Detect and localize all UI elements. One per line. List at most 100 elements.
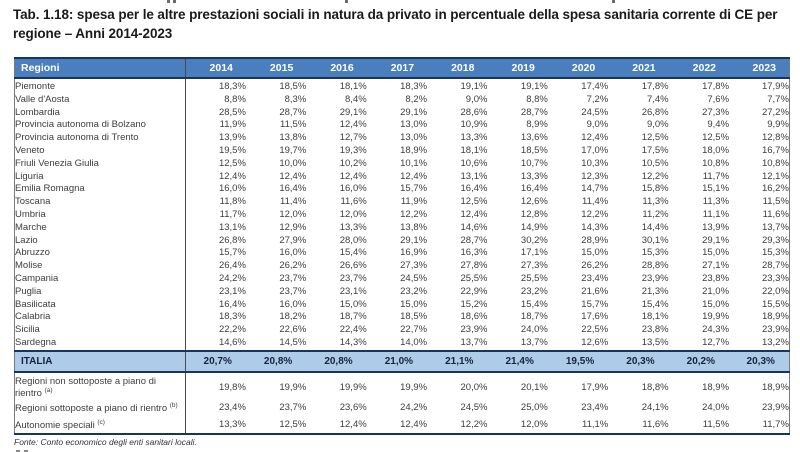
value-cell: 23,2% (520, 285, 548, 297)
value-cell: 11,4% (582, 196, 609, 208)
table-header: Regioni 2014 2015 2016 2017 2018 2019 2020 2021… (14, 57, 790, 79)
value-cell: 7,7% (767, 93, 789, 105)
summary-value-cell: 23,9% (761, 402, 789, 414)
value-cell: 16,0% (184, 183, 246, 197)
summary-value-cell: 12,2% (427, 416, 488, 436)
value-cell: 22,4% (339, 324, 367, 336)
value-cell: 18,1% (460, 144, 488, 156)
value-cell: 11,9% (400, 196, 428, 208)
value-cell: 12,4% (460, 208, 488, 220)
summary-value-cell: 23,4% (581, 402, 609, 414)
value-cell: 22,7% (400, 324, 428, 336)
value-cell: 22,6% (279, 324, 307, 336)
value-cell: 17,0% (581, 144, 609, 156)
value-cell: 14,6% (460, 221, 488, 233)
value-cell: 13,8% (400, 221, 428, 233)
value-cell: 17,6% (581, 311, 609, 323)
value-cell: 27,3% (400, 260, 428, 272)
value-cell: 12,2% (400, 208, 428, 220)
value-cell: 14,5% (279, 336, 307, 348)
value-cell: 11,5% (762, 196, 789, 208)
value-cell: 12,2% (581, 208, 609, 220)
value-cell: 15,1% (702, 183, 730, 195)
value-cell: 13,7% (460, 336, 488, 348)
region-name-cell: Liguria (15, 170, 44, 182)
value-cell: 22,0% (761, 285, 789, 297)
value-cell: 9,9% (767, 119, 789, 131)
value-cell: 13,8% (279, 132, 307, 144)
italia-value-cell: 21,1% (427, 349, 488, 373)
value-cell: 18,5% (400, 311, 428, 323)
value-cell: 18,6% (460, 311, 488, 323)
value-cell: 12,7% (702, 336, 730, 348)
summary-value-cell: 19,8% (184, 371, 246, 399)
value-cell: 16,4% (184, 298, 246, 312)
value-cell: 12,7% (339, 132, 367, 144)
column-header-regioni: Regioni (14, 57, 186, 79)
value-cell: 17,4% (581, 81, 609, 92)
value-cell: 15,0% (400, 298, 428, 310)
value-cell: 14,6% (184, 336, 246, 351)
value-cell: 18,2% (279, 311, 307, 323)
value-cell: 13,3% (520, 170, 548, 182)
value-cell: 26,8% (641, 106, 669, 118)
value-cell: 13,0% (400, 132, 428, 144)
value-cell: 25,5% (460, 272, 488, 284)
value-cell: 17,9% (761, 81, 789, 92)
value-cell: 18,1% (641, 311, 669, 323)
data-table: Regioni 2014 2015 2016 2017 2018 2019 2020 2021… (14, 57, 790, 436)
summary-value-cell: 24,1% (641, 402, 669, 414)
italia-row: ITALIA 20,7% 20,8% 20,8% 21,0% 21,1% 21,4% 19,5… (14, 349, 790, 373)
summary-value-cell: 19,9% (339, 381, 367, 393)
value-cell: 12,4% (184, 170, 246, 184)
value-cell: 16,4% (279, 183, 307, 195)
table-row: Toscana 11,8% 11,4% 11,6% 11,9% 12,5% 12,6% 11,… (15, 196, 790, 209)
clipped-text-fragments-top (0, 0, 800, 3)
value-cell: 27,8% (460, 260, 488, 272)
region-name-cell: Sardegna (15, 336, 57, 348)
column-header-year: 2022 (668, 57, 730, 79)
value-cell: 12,8% (520, 208, 548, 220)
value-cell: 16,0% (339, 183, 367, 195)
summary-value-cell: 12,4% (306, 416, 367, 436)
value-cell: 23,7% (279, 285, 307, 297)
summary-value-cell: 13,3% (184, 416, 246, 436)
region-name-cell: Basilicata (15, 298, 56, 310)
value-cell: 29,3% (761, 234, 789, 246)
column-header-year: 2016 (306, 57, 367, 79)
value-cell: 24,2% (184, 272, 246, 286)
value-cell: 27,1% (702, 260, 730, 272)
value-cell: 10,8% (702, 157, 730, 169)
value-cell: 12,8% (761, 132, 789, 144)
region-name-cell: Lazio (15, 234, 38, 246)
summary-value-cell: 19,9% (400, 381, 428, 393)
value-cell: 12,4% (339, 170, 367, 182)
value-cell: 11,3% (702, 196, 730, 208)
value-cell: 11,9% (184, 119, 246, 133)
column-header-year: 2015 (245, 57, 307, 79)
summary-row: Regioni non sottoposte a piano di rientr… (15, 371, 790, 399)
value-cell: 13,1% (184, 221, 246, 235)
region-name-cell: Toscana (15, 196, 51, 208)
region-name-cell: Molise (15, 260, 43, 272)
value-cell: 11,7% (184, 208, 246, 222)
clipped-text-fragments-bottom (15, 450, 75, 452)
value-cell: 9,0% (586, 119, 609, 131)
value-cell: 23,4% (581, 272, 609, 284)
summary-value-cell: 12,5% (245, 416, 307, 436)
table-row: Liguria 12,4% 12,4% 12,4% 12,4% 13,1% 13,3% 12,… (15, 170, 790, 184)
value-cell: 16,7% (761, 144, 789, 156)
value-cell: 14,0% (400, 336, 428, 348)
value-cell: 26,2% (279, 260, 307, 272)
footnote-marker: (c) (97, 418, 105, 426)
value-cell: 8,8% (184, 93, 246, 107)
value-cell: 13,7% (761, 221, 789, 233)
summary-value-cell: 20,1% (520, 381, 548, 393)
source-note: Fonte: Conto economico degli enti sanita… (14, 437, 197, 447)
value-cell: 11,5% (280, 119, 307, 131)
value-cell: 24,3% (702, 324, 730, 336)
value-cell: 19,1% (520, 81, 548, 92)
summary-label-cell: Regioni sottoposte a piano di rientro (b… (15, 401, 178, 414)
summary-value-cell: 24,5% (460, 402, 488, 414)
